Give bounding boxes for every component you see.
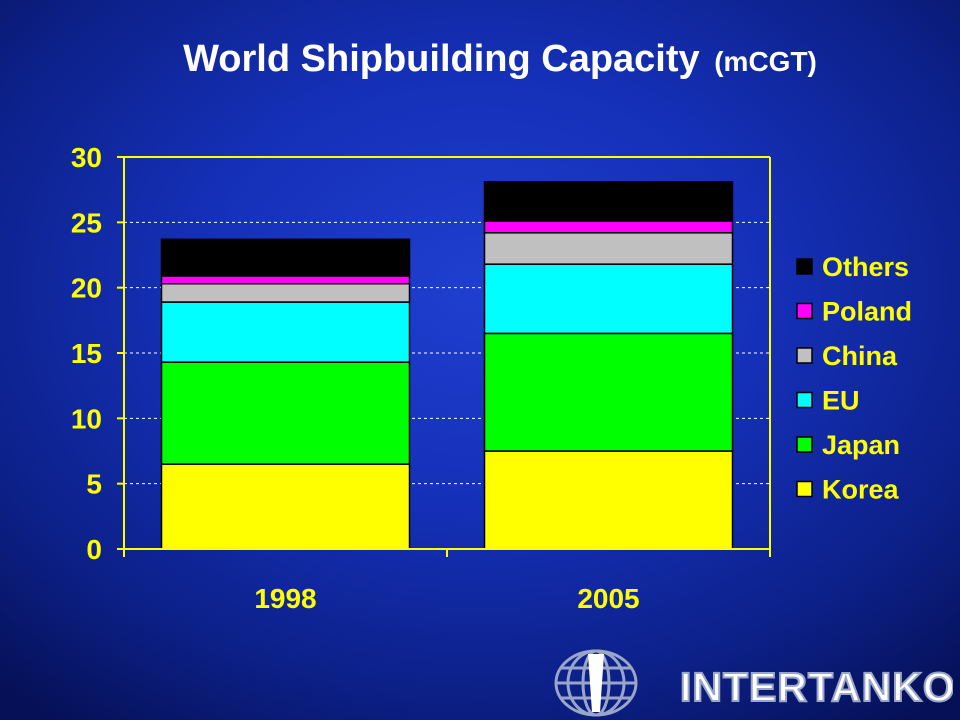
bar-segment-china-1998 xyxy=(160,282,411,303)
bar-segment-japan-2005 xyxy=(483,332,734,452)
y-tick-label: 15 xyxy=(71,338,102,369)
bar-segment-poland-1998 xyxy=(160,275,411,285)
legend-swatch-china xyxy=(796,347,813,364)
bar-segment-japan-1998 xyxy=(160,361,411,465)
legend-swatch-japan xyxy=(796,436,813,453)
bar-segment-eu-1998 xyxy=(160,301,411,363)
y-tick-label: 20 xyxy=(71,273,102,304)
x-tick-label: 1998 xyxy=(254,583,316,614)
x-tick-label: 2005 xyxy=(577,583,639,614)
legend-swatch-eu xyxy=(796,391,813,409)
y-tick-label: 30 xyxy=(71,142,102,173)
bar-segment-eu-2005 xyxy=(483,263,734,335)
y-tick-label: 10 xyxy=(71,403,102,434)
logo-wordmark: INTERTANKO xyxy=(680,664,953,710)
legend-label-china: China xyxy=(822,341,898,371)
bar-segment-others-1998 xyxy=(160,238,411,277)
legend-swatch-poland xyxy=(796,302,813,320)
bar-segment-poland-2005 xyxy=(483,220,734,234)
bar-segment-china-2005 xyxy=(483,232,734,265)
bar-segment-others-2005 xyxy=(483,181,734,222)
chart-title-unit: (mCGT) xyxy=(714,46,817,77)
legend-label-eu: EU xyxy=(822,386,860,416)
legend-label-others: Others xyxy=(822,252,909,282)
y-tick-label: 25 xyxy=(71,207,102,238)
intertanko-logo: INTERTANKO xyxy=(554,649,953,717)
bar-segment-korea-1998 xyxy=(160,463,411,550)
legend-label-japan: Japan xyxy=(822,430,900,460)
legend-label-korea: Korea xyxy=(822,475,900,505)
legend-swatch-others xyxy=(796,258,813,275)
legend-label-poland: Poland xyxy=(822,297,912,327)
globe-logo-icon xyxy=(554,649,638,717)
legend-swatch-korea xyxy=(796,480,813,498)
y-tick-label: 5 xyxy=(86,469,102,500)
chart-title-text: World Shipbuilding Capacity xyxy=(183,38,700,80)
y-tick-label: 0 xyxy=(86,534,102,565)
bar-segment-korea-2005 xyxy=(483,450,734,550)
chart-title: World Shipbuilding Capacity (mCGT) xyxy=(0,38,960,81)
